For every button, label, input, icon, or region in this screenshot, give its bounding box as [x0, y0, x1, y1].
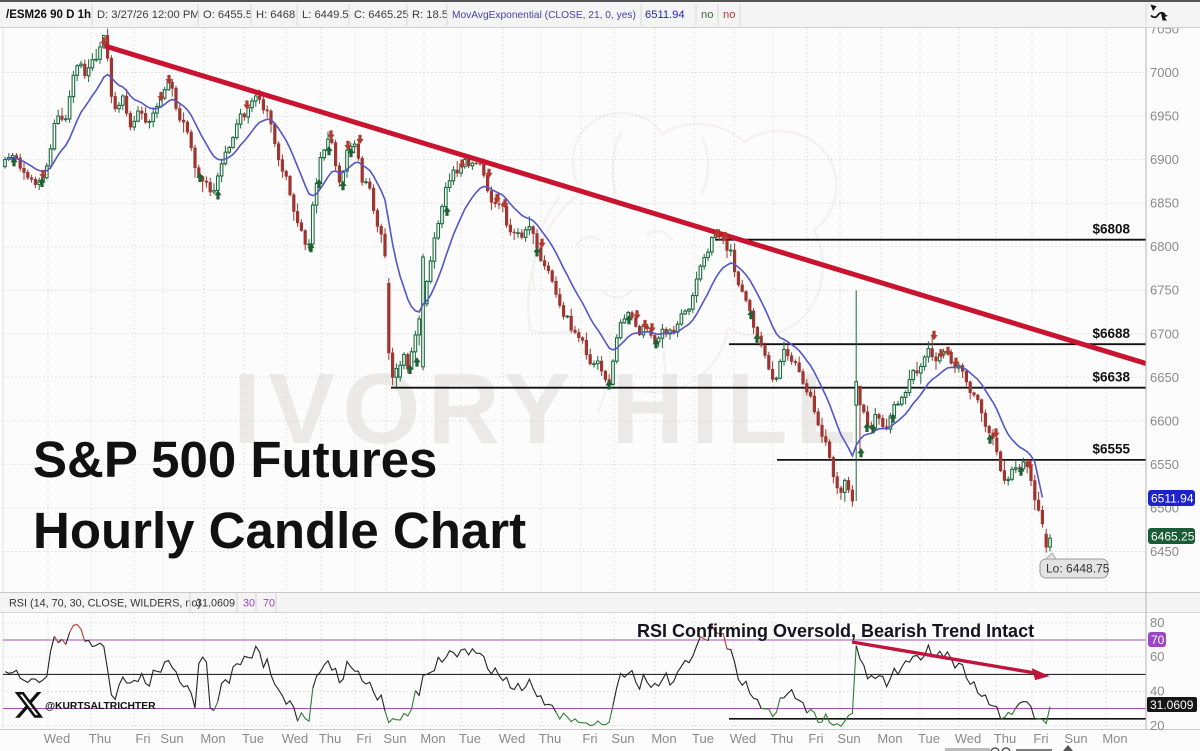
svg-text:Tue: Tue: [242, 731, 264, 746]
svg-text:Mon: Mon: [877, 731, 902, 746]
svg-text:6550: 6550: [1150, 457, 1179, 472]
svg-text:Thu: Thu: [319, 731, 341, 746]
svg-text:Wed: Wed: [499, 731, 526, 746]
svg-text:6650: 6650: [1150, 370, 1179, 385]
svg-text:Wed: Wed: [730, 731, 757, 746]
svg-text:L: 6449.5: L: 6449.5: [302, 9, 349, 21]
svg-text:Mon: Mon: [1102, 731, 1127, 746]
svg-text:Tue: Tue: [918, 731, 940, 746]
svg-text:70: 70: [263, 598, 275, 610]
svg-text:C: 6465.25: C: 6465.25: [354, 9, 409, 21]
svg-text:Sun: Sun: [837, 731, 860, 746]
svg-text:O: 6455.5: O: 6455.5: [203, 9, 252, 21]
svg-text:Thu: Thu: [771, 731, 793, 746]
svg-text:Fri: Fri: [582, 731, 597, 746]
svg-text:Fri: Fri: [808, 731, 823, 746]
svg-text:R: 18.5: R: 18.5: [412, 9, 448, 21]
svg-text:S&P 500 Futures: S&P 500 Futures: [33, 431, 437, 488]
svg-text:H: 6468: H: 6468: [256, 9, 295, 21]
svg-text:6800: 6800: [1150, 239, 1179, 254]
svg-text:Sun: Sun: [383, 731, 406, 746]
svg-text:Fri: Fri: [1033, 731, 1048, 746]
svg-text:$6638: $6638: [1092, 370, 1130, 385]
svg-text:Tue: Tue: [692, 731, 714, 746]
svg-text:70: 70: [1151, 633, 1165, 647]
svg-text:no: no: [723, 9, 735, 21]
svg-text:Tue: Tue: [459, 731, 481, 746]
svg-text:Sun: Sun: [160, 731, 183, 746]
svg-text:6465.25: 6465.25: [1151, 530, 1195, 544]
svg-text:6600: 6600: [1150, 413, 1179, 428]
svg-text:6450: 6450: [1150, 544, 1179, 559]
svg-text:MovAvgExponential (CLOSE, 21,: MovAvgExponential (CLOSE, 21, 0, yes): [452, 10, 636, 21]
svg-text:6511.94: 6511.94: [645, 9, 685, 21]
svg-text:31.0609: 31.0609: [196, 598, 235, 610]
svg-text:RSI Confirming Oversold, Beari: RSI Confirming Oversold, Bearish Trend I…: [637, 621, 1034, 641]
svg-text:RSI (14, 70, 30, CLOSE, WILDER: RSI (14, 70, 30, CLOSE, WILDERS, no): [9, 598, 201, 610]
svg-text:6900: 6900: [1150, 152, 1179, 167]
svg-text:$6808: $6808: [1092, 222, 1130, 237]
svg-text:@KURTSALTRICHTER: @KURTSALTRICHTER: [45, 701, 156, 712]
svg-text:Thu: Thu: [89, 731, 111, 746]
svg-text:Wed: Wed: [44, 731, 71, 746]
svg-text:Wed: Wed: [955, 731, 982, 746]
svg-text:6950: 6950: [1150, 109, 1179, 124]
svg-text:6700: 6700: [1150, 326, 1179, 341]
svg-text:Mon: Mon: [420, 731, 445, 746]
svg-text:$6555: $6555: [1092, 442, 1130, 457]
svg-text:Fri: Fri: [135, 731, 150, 746]
svg-text:Wed: Wed: [282, 731, 309, 746]
svg-text:no: no: [701, 9, 713, 21]
svg-text:80: 80: [1150, 615, 1164, 630]
svg-text:IVORY HILL: IVORY HILL: [233, 353, 864, 465]
svg-text:Fri: Fri: [356, 731, 371, 746]
svg-text:30: 30: [243, 598, 255, 610]
svg-text:6750: 6750: [1150, 283, 1179, 298]
svg-text:Sun: Sun: [611, 731, 634, 746]
svg-text:6511.94: 6511.94: [1151, 492, 1194, 506]
svg-text:Mon: Mon: [651, 731, 676, 746]
svg-text:Sun: Sun: [1064, 731, 1087, 746]
svg-text:6850: 6850: [1150, 196, 1179, 211]
svg-text:31.0609: 31.0609: [1150, 698, 1194, 712]
svg-text:Mon: Mon: [200, 731, 225, 746]
svg-text:7000: 7000: [1150, 65, 1179, 80]
svg-text:Hourly Candle Chart: Hourly Candle Chart: [33, 502, 526, 559]
svg-text:Thu: Thu: [994, 731, 1016, 746]
svg-text:Thu: Thu: [539, 731, 561, 746]
svg-text:20: 20: [1150, 718, 1164, 733]
svg-text:60: 60: [1150, 649, 1164, 664]
svg-text:D: 3/27/26 12:00 PM: D: 3/27/26 12:00 PM: [97, 9, 200, 21]
svg-text:40: 40: [1150, 684, 1164, 699]
svg-text:/ESM26 90 D 1h: /ESM26 90 D 1h: [6, 9, 91, 21]
svg-text:Lo: 6448.75: Lo: 6448.75: [1046, 562, 1110, 576]
svg-text:$6688: $6688: [1092, 326, 1130, 341]
